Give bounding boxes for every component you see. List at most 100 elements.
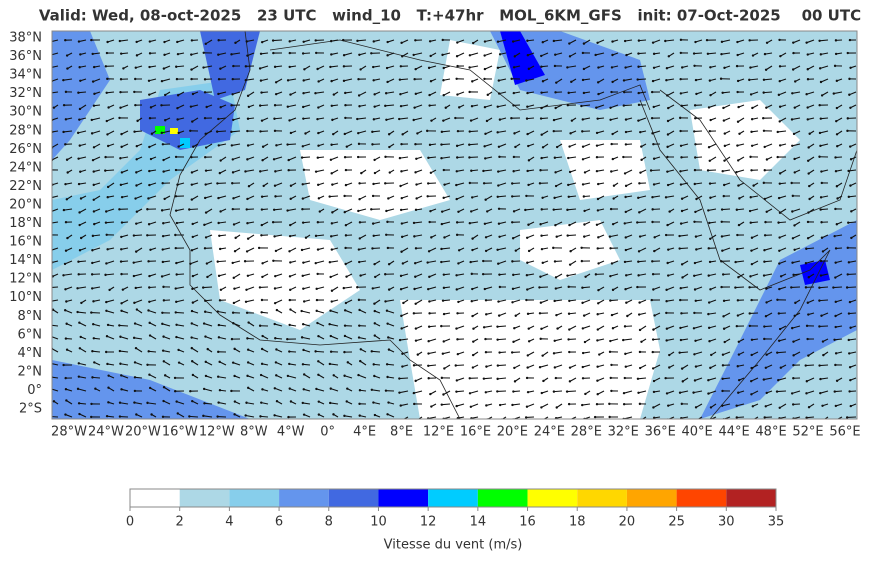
- arrow-head: [526, 92, 528, 94]
- arrow-head: [331, 183, 333, 185]
- arrow-head: [819, 67, 821, 69]
- arrow-head: [694, 117, 696, 119]
- arrow-head: [765, 354, 767, 356]
- arrow-head: [445, 107, 447, 109]
- arrow-head: [679, 78, 681, 80]
- arrow-head: [666, 67, 668, 69]
- arrow-head: [484, 157, 486, 159]
- arrow-head: [231, 182, 233, 184]
- arrow-head: [202, 66, 204, 68]
- arrow-head: [414, 143, 416, 145]
- arrow-head: [612, 289, 614, 291]
- arrow-head: [527, 313, 529, 315]
- arrow-head: [163, 54, 165, 56]
- arrow-head: [793, 158, 795, 160]
- arrow-head: [625, 366, 627, 368]
- arrow-head: [709, 288, 711, 290]
- arrow-head: [539, 169, 541, 171]
- arrow-head: [163, 198, 165, 200]
- arrow-head: [262, 185, 264, 187]
- arrow-head: [358, 324, 360, 326]
- arrow-head: [693, 327, 695, 329]
- lat-label: 24°N: [9, 160, 42, 175]
- arrow-head: [695, 79, 697, 81]
- arrow-head: [374, 322, 376, 324]
- arrow-head: [106, 335, 108, 337]
- arrow-head: [455, 274, 457, 276]
- arrow-head: [360, 348, 362, 350]
- arrow-head: [668, 210, 670, 212]
- arrow-head: [455, 327, 457, 329]
- arrow-head: [175, 262, 177, 264]
- arrow-head: [343, 287, 345, 289]
- arrow-head: [400, 143, 402, 145]
- arrow-head: [807, 160, 809, 162]
- arrow-head: [192, 93, 194, 95]
- arrow-head: [90, 311, 92, 313]
- arrow-head: [441, 210, 443, 212]
- arrow-head: [469, 392, 471, 394]
- arrow-head: [274, 287, 276, 289]
- arrow-head: [443, 340, 445, 342]
- arrow-head: [485, 351, 487, 353]
- arrow-head: [623, 104, 625, 106]
- arrow-head: [344, 211, 346, 213]
- wind-arrow: [806, 365, 814, 366]
- arrow-head: [612, 223, 614, 225]
- arrow-head: [428, 300, 430, 302]
- arrow-head: [555, 287, 557, 289]
- arrow-head: [680, 92, 682, 94]
- arrow-head: [666, 170, 668, 172]
- arrow-head: [528, 68, 530, 70]
- arrow-head: [122, 288, 124, 290]
- arrow-head: [388, 263, 390, 265]
- arrow-head: [472, 340, 474, 342]
- arrow-head: [468, 156, 470, 158]
- arrow-head: [427, 352, 429, 354]
- arrow-head: [555, 81, 557, 83]
- arrow-head: [710, 354, 712, 356]
- arrow-head: [120, 310, 122, 312]
- arrow-head: [818, 104, 820, 106]
- arrow-head: [819, 378, 821, 380]
- arrow-head: [232, 262, 234, 264]
- arrow-head: [651, 196, 653, 198]
- arrow-head: [694, 104, 696, 106]
- arrow-head: [272, 52, 274, 54]
- arrow-head: [232, 78, 234, 80]
- colorbar-segment: [130, 489, 180, 507]
- wind-arrow: [442, 404, 450, 405]
- arrow-head: [273, 118, 275, 120]
- arrow-head: [613, 185, 615, 187]
- arrow-head: [569, 366, 571, 368]
- arrow-head: [176, 118, 178, 120]
- arrow-head: [637, 66, 639, 68]
- arrow-head: [163, 67, 165, 69]
- arrow-head: [483, 54, 485, 56]
- arrow-head: [612, 158, 614, 160]
- arrow-head: [176, 184, 178, 186]
- arrow-head: [737, 299, 739, 301]
- lat-label: 8°N: [18, 309, 43, 324]
- arrow-head: [764, 416, 766, 418]
- arrow-head: [736, 209, 738, 211]
- arrow-head: [818, 286, 820, 288]
- arrow-head: [107, 106, 109, 108]
- arrow-head: [497, 364, 499, 366]
- arrow-head: [134, 197, 136, 199]
- arrow-head: [441, 403, 443, 405]
- arrow-head: [192, 374, 194, 376]
- arrow-head: [318, 400, 320, 402]
- arrow-head: [261, 208, 263, 210]
- lon-label: 20°E: [497, 425, 528, 440]
- arrow-head: [316, 322, 318, 324]
- arrow-head: [135, 347, 137, 349]
- arrow-head: [794, 80, 796, 82]
- arrow-head: [104, 169, 106, 171]
- arrow-head: [569, 380, 571, 382]
- arrow-head: [247, 238, 249, 240]
- arrow-head: [233, 302, 235, 304]
- arrow-head: [388, 288, 390, 290]
- lat-label: 26°N: [9, 142, 42, 157]
- arrow-head: [161, 80, 163, 82]
